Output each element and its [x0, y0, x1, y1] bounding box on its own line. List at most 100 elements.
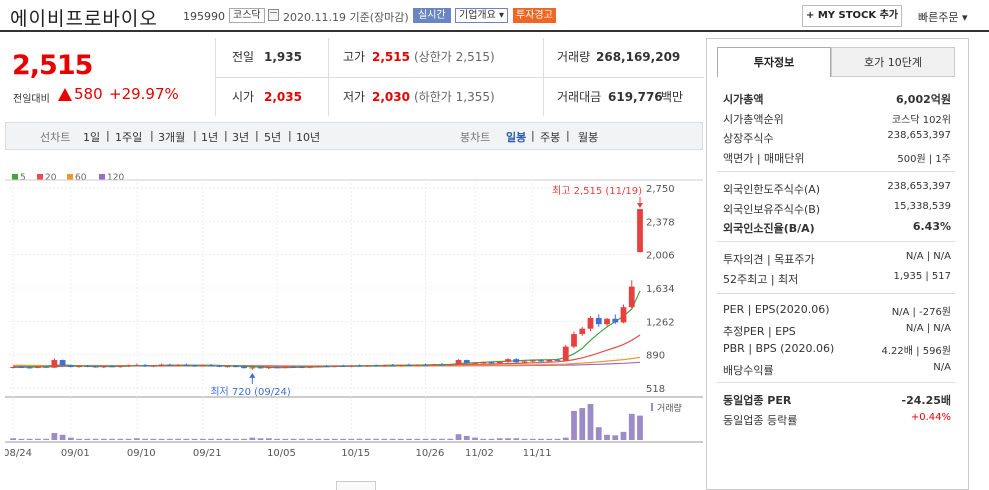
candle-body	[18, 367, 25, 369]
volume-bar	[463, 435, 470, 440]
candle-weekly[interactable]: 주봉	[540, 131, 561, 144]
candle-body	[166, 364, 173, 366]
period-selector: 선차트 1일 | 1주일 | 3개월 | 1년 | 3년 | 5년 | 10년 …	[5, 122, 703, 150]
volume-bar	[340, 438, 346, 440]
volume-bar	[142, 438, 148, 440]
volume-bar	[480, 438, 487, 440]
candle-body	[521, 361, 528, 363]
low-value: 2,030	[372, 90, 410, 104]
high-value: 2,515	[372, 50, 410, 64]
x-tick-label: 11/11	[523, 448, 552, 459]
volume-bar	[133, 438, 140, 440]
low-label: 저가	[343, 90, 366, 104]
candle-body	[10, 367, 17, 369]
volume-bar	[496, 438, 503, 440]
separator: |	[255, 129, 259, 142]
candle-chart-label: 봉차트	[460, 131, 491, 144]
candle-body	[249, 367, 256, 369]
y-tick-label: 890	[646, 351, 665, 362]
info-value: 238,653,397	[887, 181, 951, 192]
info-value: 코스닥 102위	[891, 114, 951, 126]
diff-label: 전일대비	[13, 94, 50, 105]
info-value: 238,653,397	[887, 130, 951, 141]
period-10y[interactable]: 10년	[296, 131, 321, 144]
candle-body	[51, 360, 58, 368]
add-mystock-button[interactable]: + MY STOCK 추가	[802, 5, 902, 27]
candle-body	[373, 365, 379, 367]
y-tick-label: 2,750	[646, 184, 675, 195]
volume-label: 거래량	[557, 50, 591, 64]
x-tick-label: 10/26	[416, 448, 445, 459]
volume-bar	[389, 438, 396, 440]
candle-body	[389, 365, 396, 367]
amount-unit: 백만	[661, 90, 684, 104]
info-row: 액면가 | 매매단위 500원 | 1주	[723, 150, 951, 169]
info-value: +0.44%	[910, 411, 951, 423]
tab-order-book[interactable]: 호가 10단계	[831, 47, 955, 77]
volume-bar	[595, 427, 602, 440]
info-row: 외국인소진율(B/A) 6.43%	[723, 220, 951, 239]
info-row: PBR | BPS (2020.06) 4.22배 | 596원	[723, 342, 951, 361]
date-text: 2020.11.19 기준(장마감)	[283, 11, 409, 24]
candle-body	[282, 366, 289, 368]
ma60-line	[13, 356, 641, 367]
info-value: 4.22배 | 596원	[881, 346, 951, 357]
x-tick-label: 11/02	[465, 448, 494, 459]
candle-body	[84, 365, 91, 367]
x-tick-label: 09/01	[61, 448, 90, 459]
candle-body	[158, 364, 165, 366]
period-3m[interactable]: 3개월	[158, 131, 186, 144]
realtime-button[interactable]: 실시간	[413, 8, 451, 23]
candle-body	[43, 366, 50, 368]
period-1d[interactable]: 1일	[83, 131, 101, 144]
candle-body	[546, 359, 553, 362]
info-row: 52주최고 | 최저 1,935 | 517	[723, 271, 951, 290]
quick-order-button[interactable]: 빠른주문 ▾	[918, 11, 968, 24]
info-row: 배당수익률 N/A	[723, 362, 951, 381]
line-chart-label: 선차트	[40, 131, 71, 144]
volume-bar	[348, 438, 355, 440]
volume-bar	[430, 438, 437, 440]
period-5y[interactable]: 5년	[264, 131, 282, 144]
candle-body	[125, 365, 132, 367]
volume-bar	[43, 438, 50, 440]
candle-body	[562, 346, 569, 361]
company-overview-dropdown[interactable]: 기업개요 ▾	[455, 8, 508, 23]
separator: |	[106, 129, 110, 142]
volume-bar	[59, 434, 66, 440]
candle-daily[interactable]: 일봉	[506, 131, 527, 144]
volume-bar	[414, 438, 421, 440]
period-3y[interactable]: 3년	[232, 131, 250, 144]
info-value: 15,338,539	[893, 200, 951, 212]
investment-warning-badge[interactable]: 투자경고	[513, 8, 556, 23]
volume-bar	[323, 438, 330, 440]
volume-bar	[488, 438, 495, 440]
info-value: N/A | N/A	[905, 251, 951, 262]
legend-ma120: 120	[99, 173, 124, 183]
volume-bar	[315, 438, 322, 440]
volume-bar	[282, 438, 289, 440]
period-1y[interactable]: 1년	[201, 131, 219, 144]
candle-body	[397, 364, 404, 366]
volume-bar	[51, 433, 58, 440]
candle-body	[109, 366, 115, 368]
volume-bar	[554, 438, 561, 440]
chart-scroll-handle[interactable]	[336, 481, 376, 490]
volume-bar	[224, 438, 231, 440]
volume-bar	[274, 438, 280, 440]
candle-monthly[interactable]: 월봉	[578, 131, 599, 144]
candle-body	[422, 364, 429, 366]
ma20-line	[13, 334, 641, 368]
price-chart[interactable]: 2,750 2,378 2,006 1,634 1,262 890 518 08/24 09/0…	[5, 160, 703, 478]
volume-bar	[628, 413, 635, 440]
tab-investment-info[interactable]: 투자정보	[717, 47, 831, 77]
volume-bar	[331, 438, 338, 440]
volume-bar	[637, 415, 643, 440]
info-row: 동일업종 PER -24.25배	[723, 392, 951, 411]
period-1w[interactable]: 1주일	[115, 131, 143, 144]
section-divider	[717, 382, 955, 383]
open-value: 2,035	[264, 90, 302, 104]
volume-bar	[109, 438, 115, 440]
info-value: 1,935 | 517	[893, 270, 951, 282]
summary-row: 시가 2,035 저가 2,030 (하한가 1,355) 거래대금 619,7…	[216, 77, 704, 116]
